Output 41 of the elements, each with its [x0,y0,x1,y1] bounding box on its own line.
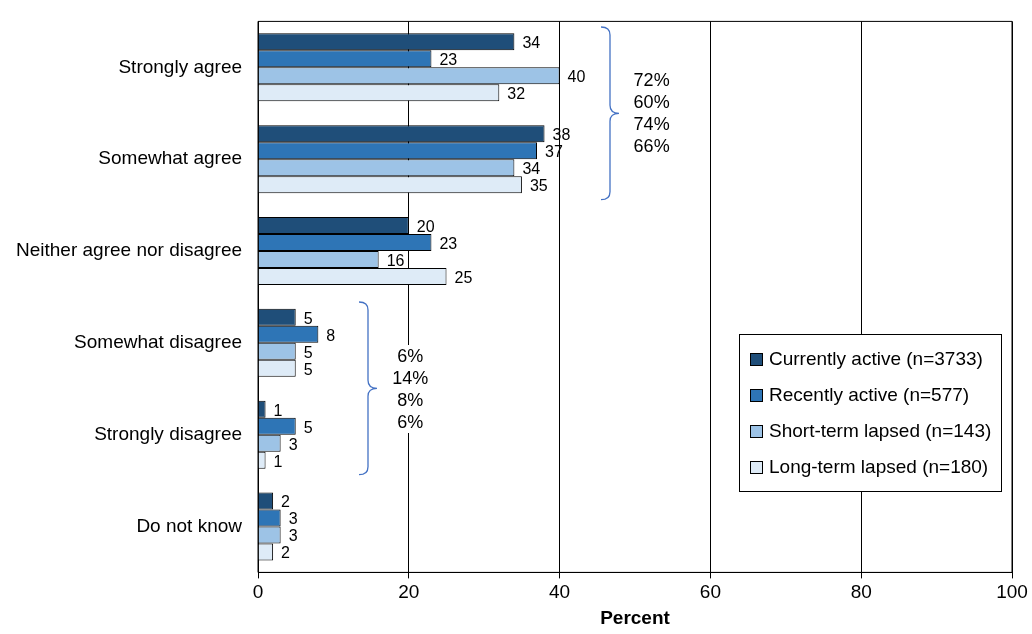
data-label: 3 [288,435,298,453]
data-label: 25 [454,268,473,286]
y-tick-label: Strongly agree [118,55,243,77]
data-label: 2 [281,493,291,511]
x-axis-title: Percent [600,606,671,628]
data-label: 1 [273,401,283,419]
data-label: 1 [273,452,283,470]
annotation: 72% 60% 74% 66% [631,69,672,158]
data-label: 5 [303,418,313,436]
data-label: 34 [522,160,541,178]
data-label: 16 [386,251,405,269]
legend-label: Short-term lapsed (n=143) [769,420,992,443]
y-tick-label: Do not know [136,514,243,536]
legend-label: Currently active (n=3733) [769,348,983,371]
data-label: 5 [303,343,313,361]
x-tick-label: 0 [252,581,264,603]
y-tick-label: Strongly disagree [94,422,243,444]
data-label: 35 [529,177,548,195]
data-label: 40 [567,68,586,86]
data-label: 5 [303,309,313,327]
data-label: 5 [303,360,313,378]
data-label: 20 [416,217,435,235]
data-label: 3 [288,527,298,545]
x-tick-label: 60 [699,581,721,603]
data-label: 23 [439,51,458,69]
x-tick-label: 80 [850,581,872,603]
legend-label: Long-term lapsed (n=180) [769,456,989,479]
data-label: 34 [522,34,541,52]
data-label: 32 [507,85,526,103]
legend-label: Recently active (n=577) [769,384,970,407]
data-label: 2 [281,544,291,562]
y-tick-label: Somewhat agree [98,147,243,169]
data-label: 23 [439,234,458,252]
y-tick-label: Somewhat disagree [74,331,243,353]
x-tick-label: 20 [398,581,420,603]
data-label: 8 [326,326,336,344]
x-tick-label: 100 [996,581,1028,603]
data-label: 3 [288,510,298,528]
y-tick-label: Neither agree nor disagree [15,239,243,261]
annotation: 6% 14% 8% 6% [390,344,431,433]
x-tick-label: 40 [549,581,571,603]
